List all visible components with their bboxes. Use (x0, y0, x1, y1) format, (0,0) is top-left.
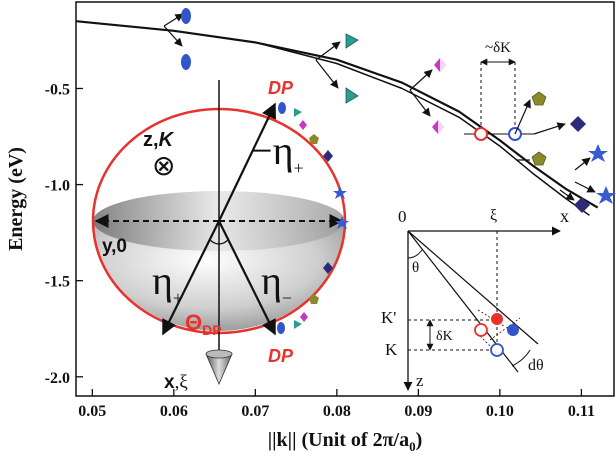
dispersion-curves (75, 20, 599, 216)
x-tick-label: 0.11 (568, 403, 595, 420)
sphere-inset: DP DP z,K ⊗ y,0 −η+ η+ η− ΘDP x,ξ (91, 78, 349, 393)
delta-k-annotation: ~δK (480, 40, 516, 132)
x-tick-label: 0.10 (486, 403, 514, 420)
x-axis-ticks: 0.05 0.06 0.07 0.08 0.09 0.10 0.11 (78, 389, 595, 420)
inset-dtheta-label: dθ (528, 357, 544, 374)
eta-minus-label: η− (261, 258, 292, 308)
inset-kprime-label: K' (381, 308, 396, 327)
sphere-edge-glyphs (277, 102, 349, 334)
plot-frame (75, 1, 615, 397)
inset-blue-open (490, 343, 504, 357)
y-axis-title: Energy (eV) (5, 147, 27, 251)
inset-xi-label: ξ (490, 207, 497, 224)
inset-blue-filled (507, 324, 519, 336)
blue-ellipse-pair (163, 8, 191, 70)
x-cone-cap (205, 349, 233, 359)
z-k-label: z,K (143, 129, 175, 151)
y-axis-ticks: -0.5 -1.0 -1.5 -2.0 (45, 81, 83, 387)
y0-label: y,0 (102, 236, 127, 257)
theta-arc (209, 239, 229, 245)
x-axis-title: ||k|| (Unit of 2π/a0) (268, 429, 423, 454)
x-tick-label: 0.07 (241, 403, 269, 420)
theta-dp-label: ΘDP (185, 310, 222, 338)
blue-star-pair (574, 144, 616, 204)
inset-tick-c (479, 335, 501, 357)
y-tick-label: -1.0 (45, 178, 70, 195)
spin-glyphs (163, 8, 616, 213)
neg-eta-plus-label: −η+ (250, 128, 304, 178)
eta-plus-label: η+ (152, 258, 183, 308)
navy-diamond-pair (533, 116, 590, 213)
x-xi-label: x,ξ (164, 372, 188, 393)
dispersion-curve-1 (75, 20, 599, 209)
dp-top-label: DP (268, 78, 294, 98)
y-tick-label: -1.5 (45, 274, 70, 291)
inset-theta-label: θ (412, 260, 419, 276)
inset-theta-arc (407, 249, 423, 259)
inset-x-label: x (560, 206, 569, 226)
red-open-circle-main (474, 127, 488, 141)
x-cone (205, 353, 233, 386)
y-tick-label: -2.0 (45, 370, 70, 387)
inset-k-label: K (385, 340, 398, 359)
inset-dtheta-arc (511, 349, 531, 367)
angle-inset: 0 ξ x θ K' K δK dθ z (381, 206, 569, 391)
olive-pentagon-pair (514, 91, 547, 166)
inset-dk-label: δK (436, 329, 453, 344)
teal-triangle-pair (315, 33, 359, 104)
inset-origin-label: 0 (398, 207, 407, 226)
inset-red-open (474, 323, 488, 337)
x-tick-label: 0.09 (404, 403, 432, 420)
magenta-diamond-pair (409, 58, 446, 134)
inset-z-label: z (416, 371, 424, 390)
inset-ray-2 (407, 230, 539, 345)
otimes-symbol: ⊗ (152, 151, 175, 182)
eta-plus-down-vector (162, 220, 220, 336)
eta-minus-vector (218, 220, 276, 336)
dp-bottom-label: DP (268, 346, 294, 366)
x-tick-label: 0.05 (78, 403, 106, 420)
x-tick-label: 0.06 (160, 403, 188, 420)
inset-red-filled (491, 313, 503, 325)
dispersion-curve-2 (255, 41, 590, 216)
eta-plus-up-vector (218, 102, 276, 222)
delta-k-label: ~δK (485, 40, 511, 56)
x-tick-label: 0.08 (323, 403, 351, 420)
y-tick-label: -0.5 (45, 81, 70, 98)
